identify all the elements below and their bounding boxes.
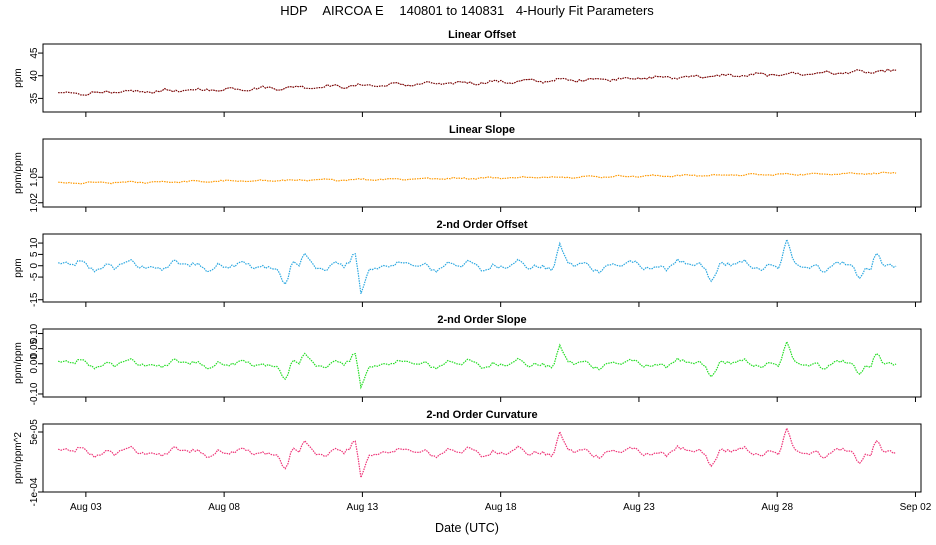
y-tick-label: 0.05: [29, 338, 40, 358]
panel-frame: [42, 43, 922, 113]
panel-5: 2-nd Order Curvature ppm/ppm^2 -1e-04 5e-05: [13, 409, 922, 506]
title-range: 140801 to 140831: [399, 3, 504, 18]
series-line: [58, 171, 897, 185]
series-line: [58, 340, 897, 390]
title-desc: 4-Hourly Fit Parameters: [516, 3, 654, 18]
y-axis-label: ppm: [13, 258, 24, 277]
panel-title: Linear Offset: [448, 29, 516, 41]
title-instrument: AIRCOA E: [322, 3, 384, 18]
y-tick-label: 0.00: [29, 354, 40, 374]
y-tick-label: 35: [29, 92, 40, 104]
series-points: [58, 68, 897, 96]
y-tick-label: 40: [29, 70, 40, 82]
y-tick-label: -1e-04: [29, 477, 40, 506]
panel-title: Linear Slope: [449, 124, 515, 136]
y-tick-label: 5e-05: [29, 419, 40, 445]
panel-frame: [42, 328, 922, 398]
series-line: [57, 426, 897, 480]
series-line: [57, 237, 897, 295]
y-tick-label: 0: [29, 263, 40, 269]
y-tick-label: 0.10: [29, 323, 40, 343]
chart-main-title: HDP AIRCOA E 140801 to 140831 4-Hourly F…: [280, 3, 654, 18]
panel-4: 2-nd Order Slope ppm/ppm -0.10 0.000.050.10: [13, 314, 922, 405]
panel-title: 2-nd Order Slope: [437, 314, 526, 326]
y-axis-label: ppm/ppm: [13, 342, 24, 384]
x-tick-label: Sep 02: [900, 502, 932, 513]
y-axis-label: ppm/ppm^2: [13, 432, 24, 484]
panel-frame: [42, 233, 922, 303]
panel-1: Linear Offset ppm 35 40 45: [13, 29, 922, 117]
panel-2: Linear Slope ppm/ppm 1.02 1.05: [13, 124, 922, 213]
title-site: HDP: [280, 3, 307, 18]
y-tick-label: 5: [29, 251, 40, 257]
panel-3: 2-nd Order Offset ppm -15 -5 0 5 10: [13, 219, 922, 307]
panel-frame: [42, 138, 922, 208]
x-axis-label: Date (UTC): [435, 521, 499, 535]
panel-title: 2-nd Order Offset: [436, 219, 527, 231]
x-tick-label: Aug 18: [485, 502, 517, 513]
y-tick-label: 1.02: [29, 193, 40, 213]
y-axis-label: ppm: [13, 68, 24, 87]
panel-frame: [42, 423, 922, 493]
y-tick-label: -5: [29, 272, 40, 281]
y-tick-label: 10: [29, 237, 40, 249]
panel-title: 2-nd Order Curvature: [426, 409, 537, 421]
y-tick-label: 45: [29, 47, 40, 59]
x-tick-label: Aug 08: [208, 502, 240, 513]
x-tick-label: Aug 28: [761, 502, 793, 513]
y-tick-label: 1.05: [29, 167, 40, 187]
x-tick-label: Aug 23: [623, 502, 655, 513]
y-tick-label: -15: [29, 292, 40, 307]
series-line: [58, 68, 897, 96]
y-axis-label: ppm/ppm: [13, 152, 24, 194]
x-tick-label: Aug 03: [70, 502, 102, 513]
x-tick-label: Aug 13: [347, 502, 379, 513]
y-tick-label: -0.10: [29, 382, 40, 405]
